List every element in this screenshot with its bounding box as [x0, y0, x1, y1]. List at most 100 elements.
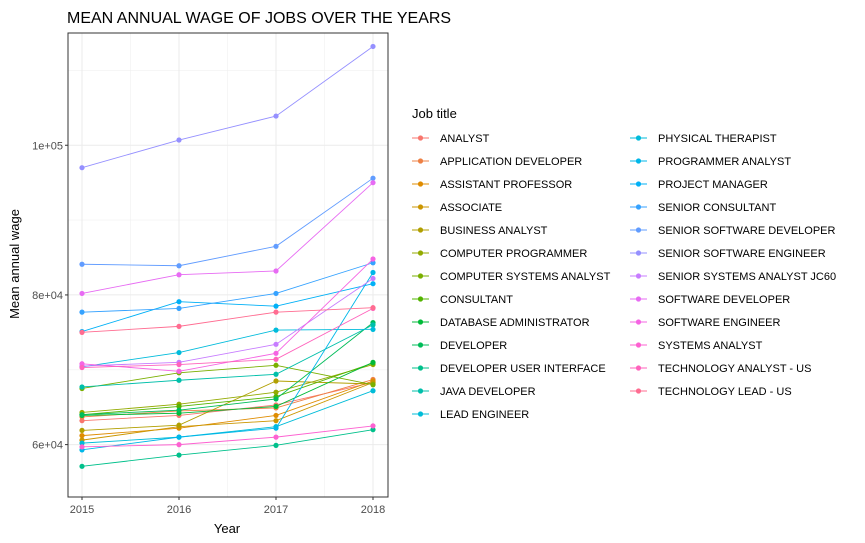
legend-label: SENIOR SOFTWARE ENGINEER — [658, 248, 826, 260]
legend: ANALYST APPLICATION DEVELOPER ASSISTANT PR… — [412, 133, 836, 421]
data-point — [273, 303, 279, 309]
data-point — [370, 382, 376, 388]
series-24 — [79, 305, 376, 335]
legend-label: DEVELOPER — [440, 340, 507, 352]
legend-item: APPLICATION DEVELOPER — [412, 156, 582, 168]
data-point — [273, 442, 279, 448]
data-point — [273, 418, 279, 424]
data-point — [370, 427, 376, 433]
legend-label: ANALYST — [440, 133, 490, 145]
legend-item: TECHNOLOGY ANALYST - US — [630, 363, 811, 375]
series-line — [81, 272, 374, 451]
legend-label: SOFTWARE DEVELOPER — [658, 294, 790, 306]
series-line — [81, 278, 374, 367]
legend-label: DATABASE ADMINISTRATOR — [440, 317, 590, 329]
legend-label: SYSTEMS ANALYST — [658, 340, 763, 352]
y-axis-ticks: 6e+04 8e+04 1e+05 — [32, 140, 68, 452]
minor-gridlines — [68, 33, 388, 497]
data-point — [273, 309, 279, 315]
legend-item: CONSULTANT — [412, 294, 513, 306]
series-line — [81, 425, 374, 448]
series-line — [81, 362, 374, 416]
series-17 — [79, 175, 376, 269]
legend-label: SENIOR SYSTEMS ANALYST JC60 — [658, 271, 836, 283]
series-10 — [79, 427, 376, 469]
data-point — [370, 175, 376, 181]
data-point — [370, 326, 376, 332]
x-axis-ticks: 2015 2016 2017 2018 — [70, 497, 385, 516]
x-tick-label: 2016 — [167, 504, 191, 516]
legend-item: ASSISTANT PROFESSOR — [412, 179, 572, 191]
data-point — [79, 309, 85, 315]
legend-key-point — [635, 181, 642, 187]
series-line — [81, 380, 374, 431]
data-point — [273, 371, 279, 377]
legend-key-point — [635, 135, 642, 141]
data-point — [370, 305, 376, 311]
legend-key-point — [417, 388, 424, 394]
data-point — [273, 412, 279, 419]
legend-item: BUSINESS ANALYST — [412, 225, 548, 237]
data-point — [79, 329, 85, 335]
legend-label: APPLICATION DEVELOPER — [440, 156, 582, 168]
data-point — [370, 180, 376, 186]
data-point — [176, 452, 182, 458]
legend-key-point — [417, 273, 424, 279]
y-tick-label: 6e+04 — [32, 440, 63, 452]
legend-title: Job title — [412, 106, 457, 121]
legend-label: LEAD ENGINEER — [440, 409, 529, 421]
data-point — [273, 268, 279, 274]
legend-label: PROJECT MANAGER — [658, 179, 768, 191]
legend-item: ASSOCIATE — [412, 202, 502, 214]
legend-label: PROGRAMMER ANALYST — [658, 156, 791, 168]
data-point — [370, 260, 376, 266]
series-line — [81, 382, 374, 441]
series-line — [81, 182, 374, 294]
legend-item: PHYSICAL THERAPIST — [630, 133, 777, 145]
data-point — [176, 349, 182, 356]
series-line — [81, 364, 374, 389]
data-point — [176, 299, 182, 305]
legend-item: SENIOR SOFTWARE ENGINEER — [630, 248, 826, 260]
data-point — [79, 427, 85, 433]
legend-key-point — [635, 319, 642, 325]
data-point — [176, 434, 182, 440]
data-point — [273, 389, 279, 395]
data-point — [273, 290, 279, 297]
legend-key-point — [417, 342, 424, 348]
legend-key-point — [635, 388, 642, 394]
data-point — [273, 113, 279, 119]
data-point — [79, 384, 85, 390]
legend-label: TECHNOLOGY ANALYST - US — [658, 363, 811, 375]
data-point — [176, 407, 182, 413]
legend-label: JAVA DEVELOPER — [440, 386, 536, 398]
legend-item: SENIOR SYSTEMS ANALYST JC60 — [630, 271, 836, 283]
legend-item: LEAD ENGINEER — [412, 409, 529, 421]
data-point — [79, 364, 85, 371]
data-point — [370, 43, 376, 50]
data-point — [79, 290, 85, 297]
legend-key-point — [417, 181, 424, 187]
legend-key-point — [635, 227, 642, 233]
series-line — [81, 380, 374, 437]
legend-label: COMPUTER PROGRAMMER — [440, 248, 587, 260]
legend-key-point — [417, 158, 424, 164]
legend-key-point — [635, 250, 642, 256]
data-point — [370, 275, 376, 282]
data-point — [79, 444, 85, 450]
data-point — [176, 272, 182, 278]
y-tick-label: 1e+05 — [32, 140, 63, 152]
series-line — [81, 390, 374, 444]
legend-key-point — [417, 365, 424, 371]
series-line — [81, 308, 374, 368]
legend-item: SYSTEMS ANALYST — [630, 340, 763, 352]
data-point — [273, 243, 279, 249]
series-line — [81, 46, 374, 169]
legend-label: SOFTWARE ENGINEER — [658, 317, 780, 329]
legend-key-point — [635, 342, 642, 348]
series-line — [81, 361, 374, 416]
legend-key-point — [417, 227, 424, 233]
series-18 — [79, 43, 376, 171]
data-point — [273, 362, 279, 368]
data-point — [176, 137, 182, 143]
